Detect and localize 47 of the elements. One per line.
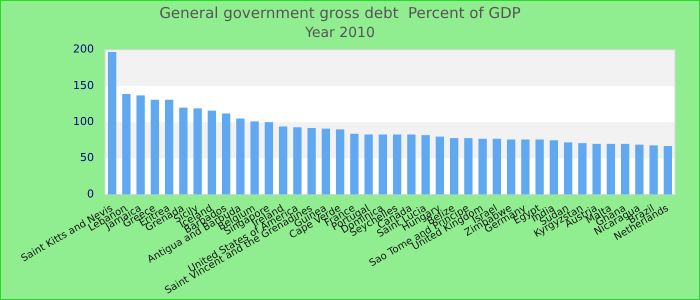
bar xyxy=(649,145,658,195)
bar xyxy=(620,144,630,195)
bar xyxy=(350,134,359,195)
bar xyxy=(336,129,344,195)
y-tick-label: 50 xyxy=(80,151,94,164)
bar xyxy=(392,134,402,195)
bar xyxy=(378,134,388,195)
bar xyxy=(578,143,587,195)
bar xyxy=(550,140,558,195)
bar xyxy=(222,113,230,195)
y-tick-label: 100 xyxy=(73,115,94,128)
chart-subtitle: Year 2010 xyxy=(304,25,375,42)
bar xyxy=(208,110,216,195)
bar xyxy=(278,126,288,195)
bar xyxy=(564,142,572,195)
bar xyxy=(664,146,672,195)
bar xyxy=(464,138,473,195)
bar xyxy=(450,138,458,195)
bar xyxy=(122,94,131,195)
bar xyxy=(164,100,174,195)
bar xyxy=(592,144,601,195)
bar xyxy=(264,122,274,195)
bar xyxy=(492,138,502,195)
y-tick-label: 0 xyxy=(87,187,94,200)
bar xyxy=(364,134,373,195)
bar xyxy=(436,136,444,195)
y-tick-label: 200 xyxy=(73,42,94,56)
bar xyxy=(136,95,145,195)
bar xyxy=(635,144,644,195)
bar xyxy=(108,52,116,195)
chart-title: General government gross debt Percent of GDP xyxy=(159,4,521,22)
bar xyxy=(293,127,302,195)
bar xyxy=(521,140,530,195)
bar xyxy=(179,108,188,195)
bar xyxy=(421,135,430,195)
bar xyxy=(506,140,516,195)
bar xyxy=(150,100,160,195)
bar xyxy=(478,138,487,195)
bar xyxy=(193,108,202,195)
bar xyxy=(236,118,245,195)
y-tick-label: 150 xyxy=(73,78,94,92)
bar xyxy=(322,128,330,195)
bar xyxy=(407,134,416,195)
bar xyxy=(250,121,259,195)
bar xyxy=(606,144,616,195)
bar xyxy=(307,128,316,195)
bar xyxy=(535,140,544,195)
